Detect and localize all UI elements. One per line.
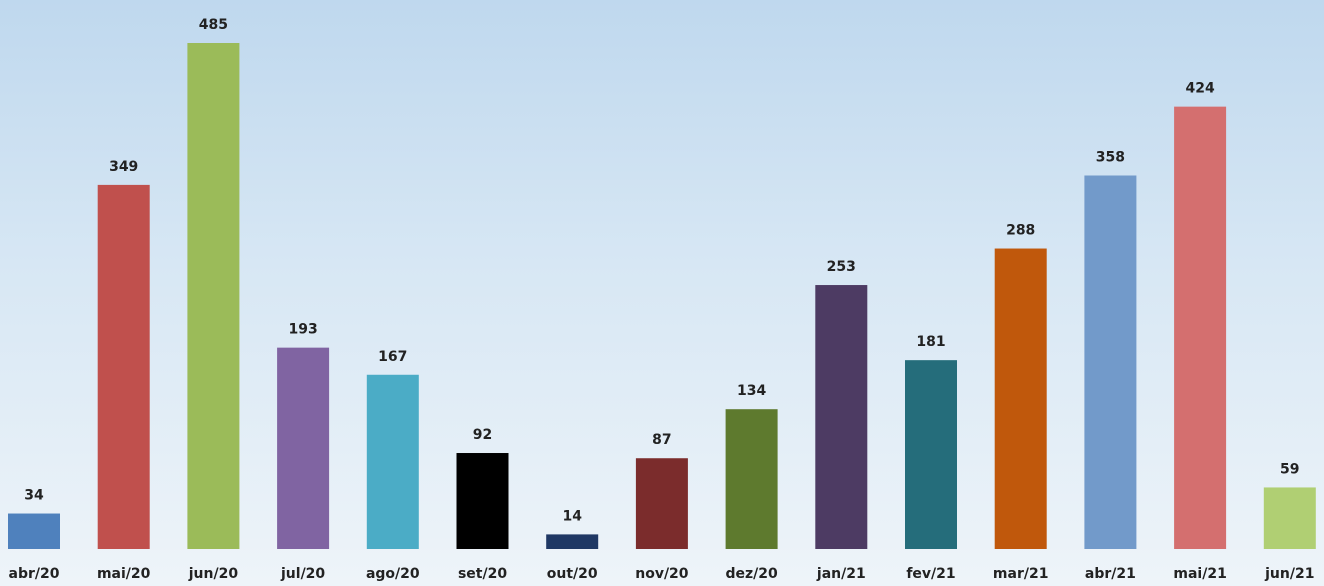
value-label: 34 [24, 488, 44, 504]
x-tick-label: nov/20 [635, 566, 689, 582]
bar [1263, 487, 1316, 549]
x-tick-label: ago/20 [366, 566, 420, 582]
bar [905, 360, 957, 549]
value-label: 167 [378, 349, 407, 365]
value-label: 14 [562, 508, 582, 524]
x-tick-label: mar/21 [993, 566, 1049, 582]
value-label: 181 [916, 334, 945, 350]
x-tick-label: abr/21 [1085, 566, 1136, 582]
x-tick-label: out/20 [547, 566, 598, 582]
x-tick-label: mai/21 [1173, 566, 1226, 582]
bar [1084, 175, 1137, 549]
value-label: 134 [737, 383, 766, 399]
bar [1174, 106, 1227, 549]
x-tick-label: set/20 [458, 566, 507, 582]
value-label: 288 [1006, 223, 1035, 239]
value-label: 358 [1096, 149, 1125, 165]
x-tick-label: dez/20 [725, 566, 778, 582]
value-label: 92 [473, 427, 492, 443]
bar [456, 453, 509, 549]
x-tick-label: abr/20 [9, 566, 60, 582]
x-tick-label: jun/21 [1264, 566, 1314, 582]
value-label: 87 [652, 432, 671, 448]
bar [97, 184, 150, 549]
bar [725, 409, 778, 549]
value-label: 485 [199, 17, 228, 33]
bar [8, 513, 60, 549]
bar [366, 374, 419, 549]
x-tick-label: jun/20 [188, 566, 239, 582]
value-label: 59 [1280, 461, 1299, 477]
value-label: 253 [827, 259, 856, 275]
bar [277, 347, 330, 549]
bar [815, 285, 868, 549]
value-label: 193 [288, 322, 317, 338]
value-label: 349 [109, 159, 138, 175]
bar [994, 248, 1047, 549]
x-tick-label: mai/20 [97, 566, 151, 582]
value-label: 424 [1185, 81, 1214, 97]
bar [635, 458, 688, 549]
x-tick-label: fev/21 [906, 566, 955, 582]
bar [187, 43, 240, 549]
x-tick-label: jan/21 [816, 566, 866, 582]
bar [546, 534, 599, 549]
x-tick-label: jul/20 [280, 566, 325, 582]
